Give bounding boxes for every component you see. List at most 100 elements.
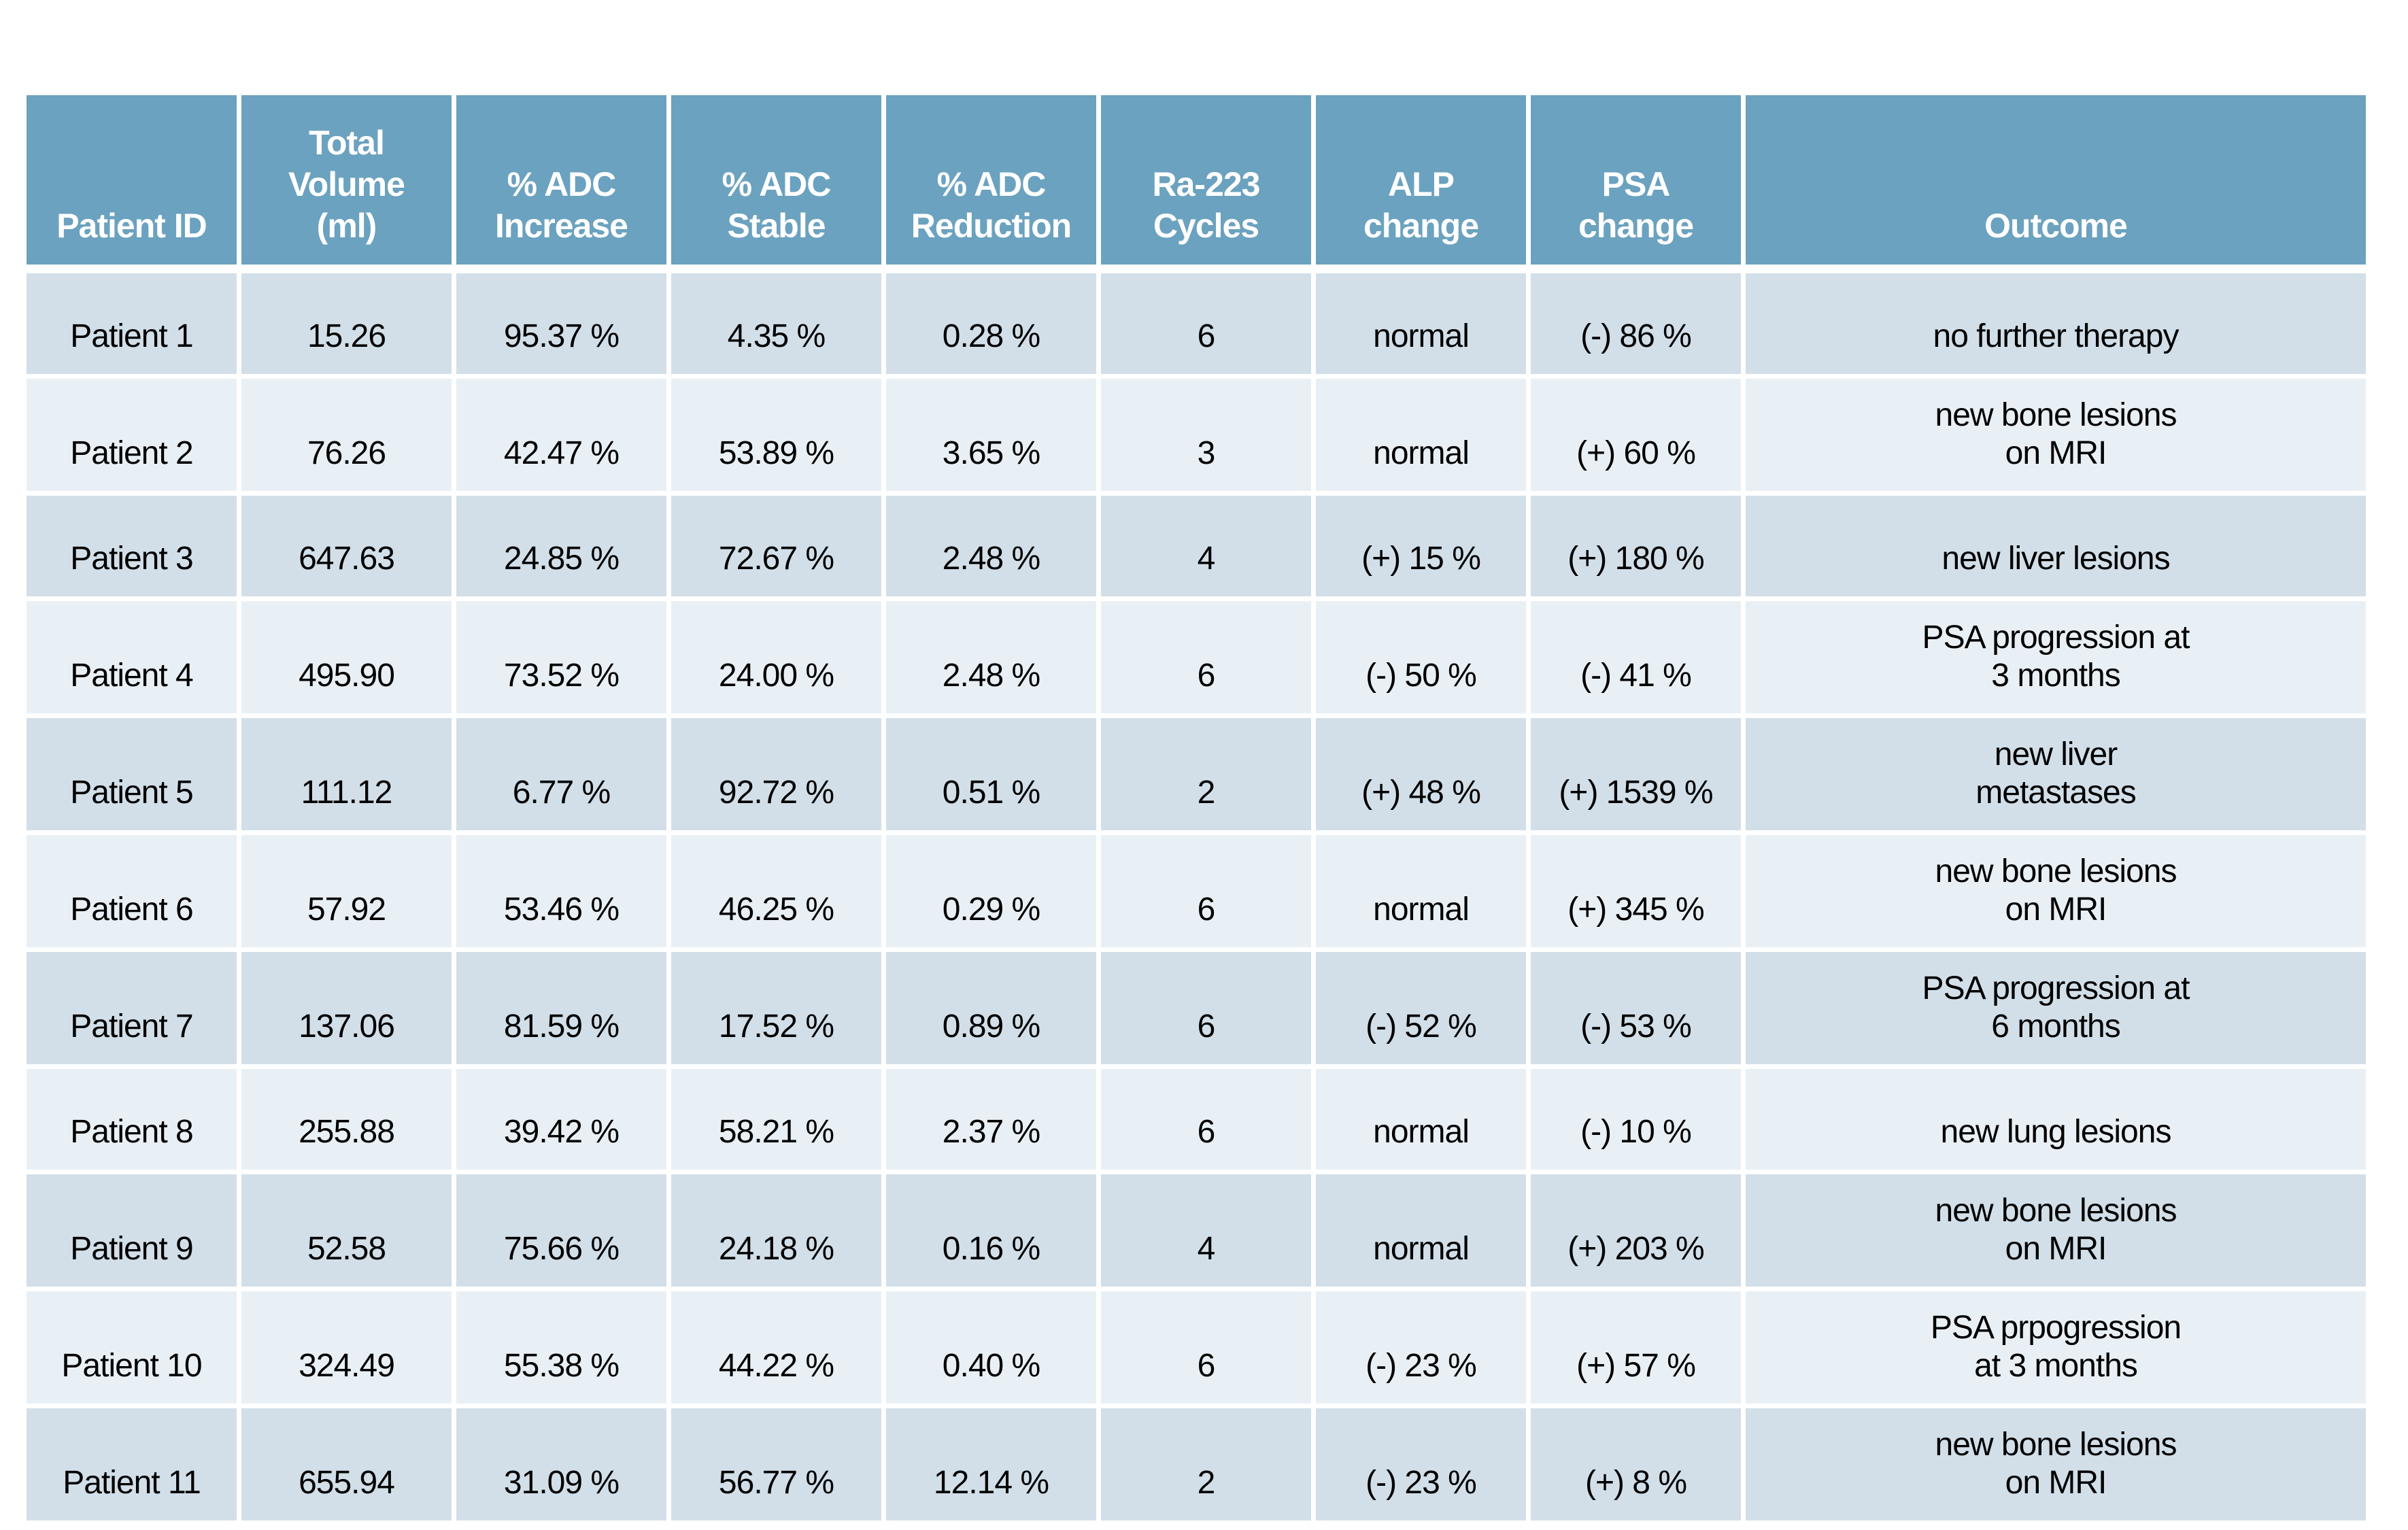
- cell-outcome: new bone lesions on MRI: [1746, 1408, 2366, 1525]
- cell-adc-increase: 6.77 %: [456, 718, 671, 835]
- cell-psa-change: (-) 86 %: [1531, 273, 1746, 379]
- cell-adc-increase: 81.59 %: [456, 952, 671, 1069]
- cell-outcome: new liver lesions: [1746, 496, 2366, 601]
- cell-psa-change: (+) 60 %: [1531, 379, 1746, 496]
- cell-patient-id: Patient 6: [27, 835, 241, 952]
- table-row: Patient 11 655.94 31.09 % 56.77 % 12.14 …: [27, 1408, 2366, 1525]
- cell-ra223-cycles: 4: [1101, 496, 1316, 601]
- cell-alp-change: (-) 52 %: [1316, 952, 1531, 1069]
- header-total-volume: Total Volume (ml): [241, 95, 456, 273]
- cell-total-volume: 57.92: [241, 835, 456, 952]
- table-row: Patient 7 137.06 81.59 % 17.52 % 0.89 % …: [27, 952, 2366, 1069]
- header-outcome: Outcome: [1746, 95, 2366, 273]
- cell-psa-change: (-) 41 %: [1531, 601, 1746, 718]
- cell-alp-change: (-) 23 %: [1316, 1408, 1531, 1525]
- cell-adc-stable: 53.89 %: [671, 379, 886, 496]
- cell-alp-change: normal: [1316, 273, 1531, 379]
- cell-outcome: PSA progression at 3 months: [1746, 601, 2366, 718]
- header-adc-reduction: % ADC Reduction: [886, 95, 1101, 273]
- cell-alp-change: normal: [1316, 835, 1531, 952]
- cell-total-volume: 324.49: [241, 1291, 456, 1408]
- cell-psa-change: (+) 203 %: [1531, 1174, 1746, 1291]
- cell-total-volume: 76.26: [241, 379, 456, 496]
- cell-alp-change: (+) 48 %: [1316, 718, 1531, 835]
- table-header: Patient ID Total Volume (ml) % ADC Incre…: [27, 95, 2366, 273]
- cell-adc-reduction: 0.89 %: [886, 952, 1101, 1069]
- table-row: Patient 10 324.49 55.38 % 44.22 % 0.40 %…: [27, 1291, 2366, 1408]
- cell-ra223-cycles: 4: [1101, 1174, 1316, 1291]
- cell-ra223-cycles: 6: [1101, 601, 1316, 718]
- cell-patient-id: Patient 7: [27, 952, 241, 1069]
- cell-adc-reduction: 0.40 %: [886, 1291, 1101, 1408]
- cell-patient-id: Patient 5: [27, 718, 241, 835]
- cell-ra223-cycles: 6: [1101, 1291, 1316, 1408]
- cell-ra223-cycles: 6: [1101, 952, 1316, 1069]
- header-adc-stable: % ADC Stable: [671, 95, 886, 273]
- cell-psa-change: (-) 10 %: [1531, 1069, 1746, 1174]
- cell-total-volume: 15.26: [241, 273, 456, 379]
- table-row: Patient 1 15.26 95.37 % 4.35 % 0.28 % 6 …: [27, 273, 2366, 379]
- table-row: Patient 6 57.92 53.46 % 46.25 % 0.29 % 6…: [27, 835, 2366, 952]
- cell-adc-stable: 46.25 %: [671, 835, 886, 952]
- cell-adc-reduction: 3.65 %: [886, 379, 1101, 496]
- cell-total-volume: 111.12: [241, 718, 456, 835]
- header-patient-id: Patient ID: [27, 95, 241, 273]
- table-row: Patient 9 52.58 75.66 % 24.18 % 0.16 % 4…: [27, 1174, 2366, 1291]
- cell-adc-stable: 56.77 %: [671, 1408, 886, 1525]
- table-row: Patient 2 76.26 42.47 % 53.89 % 3.65 % 3…: [27, 379, 2366, 496]
- table-row: Patient 5 111.12 6.77 % 92.72 % 0.51 % 2…: [27, 718, 2366, 835]
- cell-patient-id: Patient 11: [27, 1408, 241, 1525]
- cell-ra223-cycles: 3: [1101, 379, 1316, 496]
- cell-outcome: new bone lesions on MRI: [1746, 1174, 2366, 1291]
- cell-ra223-cycles: 2: [1101, 718, 1316, 835]
- cell-psa-change: (-) 53 %: [1531, 952, 1746, 1069]
- cell-adc-stable: 24.18 %: [671, 1174, 886, 1291]
- cell-adc-increase: 55.38 %: [456, 1291, 671, 1408]
- cell-alp-change: normal: [1316, 1069, 1531, 1174]
- cell-ra223-cycles: 6: [1101, 1069, 1316, 1174]
- cell-adc-stable: 58.21 %: [671, 1069, 886, 1174]
- table-body: Patient 1 15.26 95.37 % 4.35 % 0.28 % 6 …: [27, 273, 2366, 1525]
- cell-outcome: new lung lesions: [1746, 1069, 2366, 1174]
- cell-alp-change: (-) 23 %: [1316, 1291, 1531, 1408]
- cell-outcome: new liver metastases: [1746, 718, 2366, 835]
- cell-patient-id: Patient 3: [27, 496, 241, 601]
- header-alp-change: ALP change: [1316, 95, 1531, 273]
- cell-adc-reduction: 2.37 %: [886, 1069, 1101, 1174]
- header-ra223-cycles: Ra-223 Cycles: [1101, 95, 1316, 273]
- cell-adc-increase: 53.46 %: [456, 835, 671, 952]
- cell-psa-change: (+) 8 %: [1531, 1408, 1746, 1525]
- cell-outcome: PSA progression at 6 months: [1746, 952, 2366, 1069]
- cell-patient-id: Patient 1: [27, 273, 241, 379]
- cell-adc-reduction: 0.16 %: [886, 1174, 1101, 1291]
- cell-adc-increase: 39.42 %: [456, 1069, 671, 1174]
- header-row: Patient ID Total Volume (ml) % ADC Incre…: [27, 95, 2366, 273]
- cell-adc-reduction: 0.28 %: [886, 273, 1101, 379]
- cell-alp-change: normal: [1316, 379, 1531, 496]
- cell-adc-reduction: 2.48 %: [886, 601, 1101, 718]
- header-adc-increase: % ADC Increase: [456, 95, 671, 273]
- cell-adc-increase: 42.47 %: [456, 379, 671, 496]
- cell-alp-change: normal: [1316, 1174, 1531, 1291]
- table-row: Patient 4 495.90 73.52 % 24.00 % 2.48 % …: [27, 601, 2366, 718]
- cell-alp-change: (+) 15 %: [1316, 496, 1531, 601]
- cell-total-volume: 655.94: [241, 1408, 456, 1525]
- cell-outcome: new bone lesions on MRI: [1746, 835, 2366, 952]
- cell-adc-stable: 92.72 %: [671, 718, 886, 835]
- cell-psa-change: (+) 180 %: [1531, 496, 1746, 601]
- cell-ra223-cycles: 6: [1101, 273, 1316, 379]
- cell-adc-stable: 17.52 %: [671, 952, 886, 1069]
- cell-patient-id: Patient 10: [27, 1291, 241, 1408]
- cell-outcome: new bone lesions on MRI: [1746, 379, 2366, 496]
- table-row: Patient 8 255.88 39.42 % 58.21 % 2.37 % …: [27, 1069, 2366, 1174]
- cell-total-volume: 647.63: [241, 496, 456, 601]
- cell-psa-change: (+) 57 %: [1531, 1291, 1746, 1408]
- cell-ra223-cycles: 2: [1101, 1408, 1316, 1525]
- cell-adc-increase: 24.85 %: [456, 496, 671, 601]
- cell-adc-reduction: 2.48 %: [886, 496, 1101, 601]
- cell-psa-change: (+) 1539 %: [1531, 718, 1746, 835]
- cell-total-volume: 52.58: [241, 1174, 456, 1291]
- cell-patient-id: Patient 2: [27, 379, 241, 496]
- cell-outcome: no further therapy: [1746, 273, 2366, 379]
- cell-adc-increase: 31.09 %: [456, 1408, 671, 1525]
